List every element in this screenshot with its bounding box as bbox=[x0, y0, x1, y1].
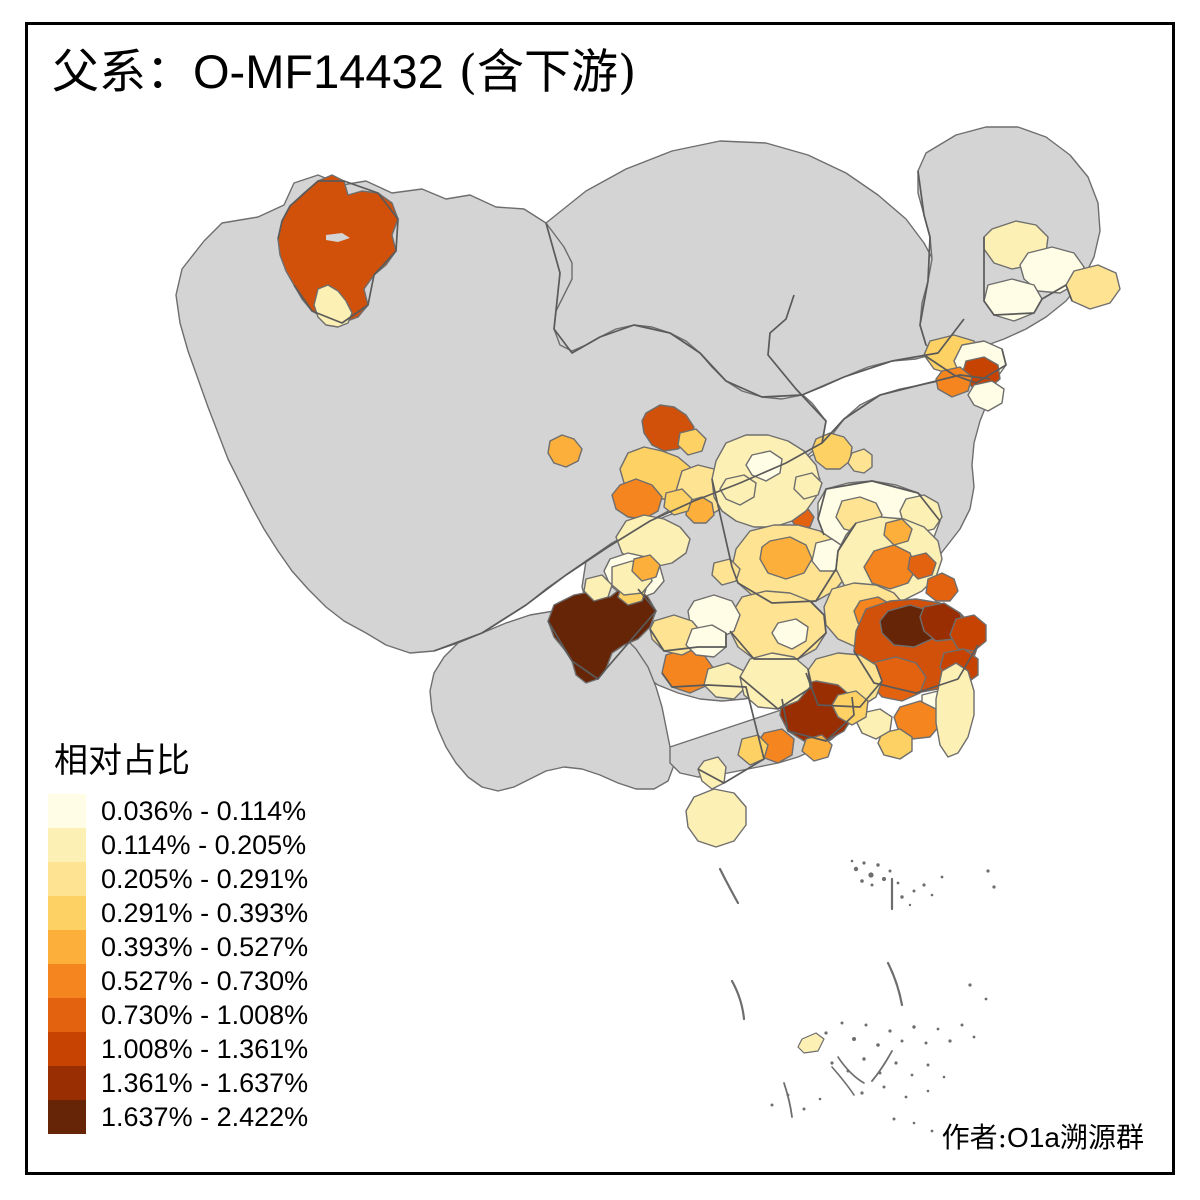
legend-item[interactable]: 0.393% - 0.527% bbox=[48, 930, 308, 964]
legend-swatch bbox=[48, 1100, 86, 1134]
legend-swatch bbox=[48, 964, 86, 998]
legend-label: 0.527% - 0.730% bbox=[101, 966, 309, 996]
legend-item[interactable]: 1.008% - 1.361% bbox=[48, 1032, 308, 1066]
region-shenzhen bbox=[801, 734, 833, 762]
legend-item[interactable]: 0.730% - 1.008% bbox=[48, 998, 308, 1032]
region-gansu-west bbox=[547, 434, 583, 468]
region-scatter-b bbox=[631, 554, 661, 582]
region-nanjing bbox=[863, 544, 917, 590]
legend-swatch bbox=[48, 896, 86, 930]
legend-title: 相对占比 bbox=[54, 741, 190, 781]
legend-label: 0.730% - 1.008% bbox=[101, 1000, 309, 1030]
legend-swatch bbox=[48, 998, 86, 1032]
region-scatter-c bbox=[583, 574, 613, 602]
legend-label: 0.205% - 0.291% bbox=[101, 864, 309, 894]
region-scs-islet bbox=[797, 1032, 825, 1054]
legend: 相对占比 0.036% - 0.114% 0.114% - 0.205% 0.2… bbox=[48, 744, 308, 1134]
region-scatter-h bbox=[677, 428, 707, 456]
map-svg bbox=[26, 23, 1174, 1174]
region-taiwan bbox=[935, 662, 975, 758]
region-meizhou-halo bbox=[831, 690, 869, 726]
choropleth-map bbox=[26, 23, 1174, 1174]
region-shanghai bbox=[925, 572, 959, 602]
legend-item[interactable]: 0.036% - 0.114% bbox=[48, 794, 308, 828]
region-hubei-pale bbox=[771, 618, 809, 650]
author-name-cjk: 溯源群 bbox=[1059, 1121, 1144, 1154]
legend-item[interactable]: 1.361% - 1.637% bbox=[48, 1066, 308, 1100]
legend-item[interactable]: 0.205% - 0.291% bbox=[48, 862, 308, 896]
legend-label: 1.637% - 2.422% bbox=[101, 1102, 309, 1132]
title-haplogroup: O-MF14432 bbox=[193, 45, 444, 98]
title-suffix: (含下游) bbox=[443, 45, 637, 100]
legend-label: 1.361% - 1.637% bbox=[101, 1068, 309, 1098]
region-sichuan-pale bbox=[685, 624, 727, 658]
legend-swatch bbox=[48, 862, 86, 896]
legend-label: 0.393% - 0.527% bbox=[101, 932, 309, 962]
author-name-latin: O1a bbox=[1007, 1122, 1060, 1153]
legend-swatch bbox=[48, 930, 86, 964]
page-title: 父系：O-MF14432 (含下游) bbox=[52, 48, 636, 96]
region-ningbo bbox=[949, 614, 987, 652]
region-tianjin bbox=[847, 448, 873, 474]
author-prefix: 作者: bbox=[941, 1121, 1008, 1154]
region-hunan bbox=[739, 652, 811, 710]
legend-swatch bbox=[48, 1066, 86, 1100]
legend-swatch bbox=[48, 828, 86, 862]
legend-swatch bbox=[48, 1032, 86, 1066]
region-scatter-e bbox=[883, 518, 913, 546]
legend-item[interactable]: 0.114% - 0.205% bbox=[48, 828, 308, 862]
region-fuzhou bbox=[893, 700, 941, 740]
south-china-sea-islets bbox=[770, 859, 996, 1133]
legend-label: 0.036% - 0.114% bbox=[101, 796, 307, 826]
region-nodata-inner-mongolia bbox=[545, 140, 965, 400]
region-altay-inner-gray bbox=[326, 233, 350, 242]
region-hainan bbox=[685, 788, 747, 848]
province-boundaries bbox=[277, 170, 1073, 784]
legend-swatch bbox=[48, 794, 86, 828]
nine-dash-line bbox=[718, 867, 904, 1118]
region-zhengzhou bbox=[759, 536, 813, 580]
legend-label: 1.008% - 1.361% bbox=[101, 1034, 309, 1064]
region-hebei-pale-a bbox=[745, 450, 783, 482]
region-ningxia bbox=[611, 478, 663, 520]
region-scatter-g bbox=[793, 472, 823, 500]
region-dalian bbox=[967, 380, 1005, 412]
legend-item[interactable]: 0.291% - 0.393% bbox=[48, 896, 308, 930]
legend-item[interactable]: 1.637% - 2.422% bbox=[48, 1100, 308, 1134]
legend-label: 0.114% - 0.205% bbox=[101, 830, 307, 860]
legend-label: 0.291% - 0.393% bbox=[101, 898, 309, 928]
region-xiamen bbox=[877, 728, 913, 760]
region-guangxi-pale bbox=[703, 662, 747, 700]
legend-item[interactable]: 0.527% - 0.730% bbox=[48, 964, 308, 998]
legend-rows: 0.036% - 0.114% 0.114% - 0.205% 0.205% -… bbox=[48, 794, 308, 1134]
region-scatter-a bbox=[663, 488, 693, 516]
title-prefix: 父系： bbox=[52, 45, 193, 100]
author-credit: 作者:O1a溯源群 bbox=[942, 1116, 1144, 1156]
map-regions bbox=[175, 126, 1121, 1133]
region-scatter-f bbox=[907, 552, 937, 580]
